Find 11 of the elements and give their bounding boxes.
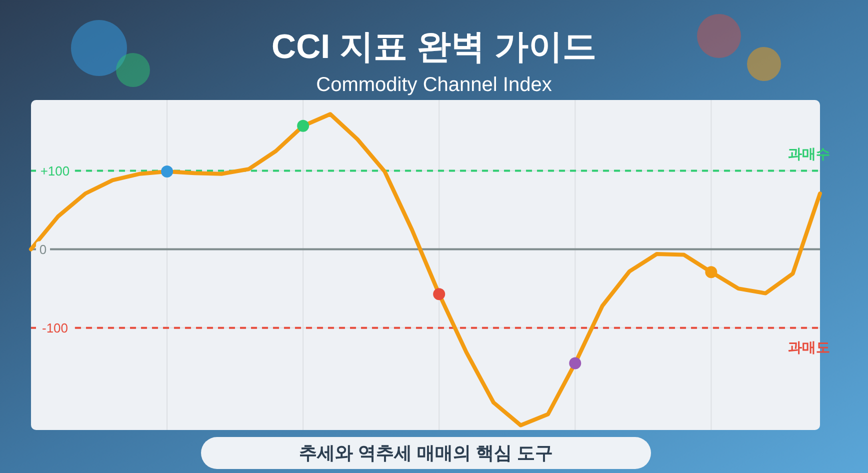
y-tick-label: 0 <box>39 242 47 257</box>
point <box>161 166 174 178</box>
point <box>705 266 718 278</box>
text: 추세와 역추세 매매의 핵심 도구 <box>298 443 554 463</box>
point <box>433 288 446 300</box>
y-tick-label: +100 <box>40 163 70 178</box>
chart-subtitle: Commodity Channel Index <box>316 74 552 96</box>
point <box>569 357 582 370</box>
y-tick-label: -100 <box>42 320 68 336</box>
chart-title: CCI 지표 완벽 가이드 <box>272 28 596 66</box>
point <box>297 120 310 132</box>
